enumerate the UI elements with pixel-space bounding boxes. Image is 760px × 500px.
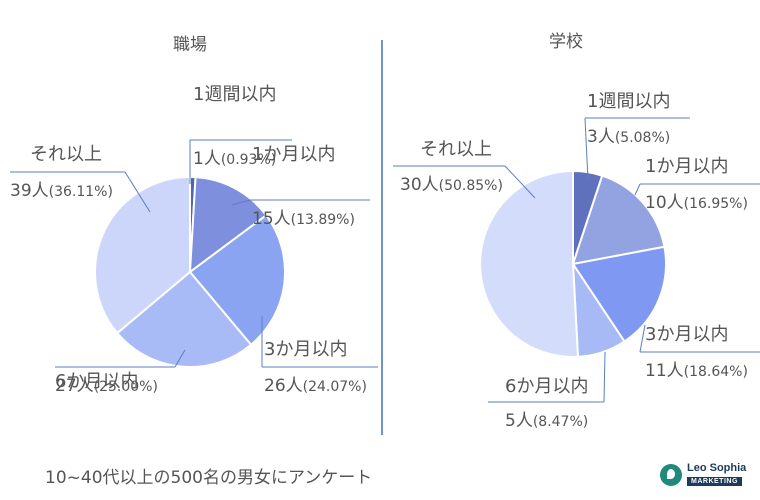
slice-value-1-1: 10人(16.95%) xyxy=(645,193,748,213)
slice-percent-1-0: (5.08%) xyxy=(615,130,670,146)
brand-logo: Leo Sophia MARKETING xyxy=(660,462,752,490)
slice-label-0-4: それ以上 xyxy=(30,144,102,165)
slice-label-1-3: 6か月以内 xyxy=(505,376,588,397)
slice-label-1-1: 1か月以内 xyxy=(645,156,728,177)
slice-percent-1-4: (50.85%) xyxy=(439,178,503,194)
slice-label-1-4: それ以上 xyxy=(420,139,492,160)
pie-slice-1-2 xyxy=(571,245,667,343)
leader-line-1-0 xyxy=(584,117,589,181)
pie-slice-0-4 xyxy=(94,175,191,335)
leader-line-0-3 xyxy=(174,349,186,368)
slice-percent-0-1: (13.89%) xyxy=(291,212,355,228)
leader-line-1-4 xyxy=(504,165,536,199)
slice-value-1-4: 30人(50.85%) xyxy=(400,175,503,195)
chart-divider xyxy=(381,40,383,435)
slice-count-1-1: 10人 xyxy=(645,193,684,213)
leader-line-1-2 xyxy=(639,324,646,353)
slice-count-0-3: 27人 xyxy=(55,376,94,396)
slice-percent-0-2: (24.07%) xyxy=(303,379,367,395)
slice-count-1-3: 5人 xyxy=(505,411,533,431)
chart-title-1: 学校 xyxy=(549,32,583,52)
slice-percent-0-3: (25.00%) xyxy=(94,379,158,395)
brand-logo-icon xyxy=(660,464,682,486)
slice-value-1-2: 11人(18.64%) xyxy=(645,361,748,381)
leader-line-1-3 xyxy=(603,351,606,403)
slice-count-1-2: 11人 xyxy=(645,361,684,381)
slice-label-0-0: 1週間以内 xyxy=(193,84,276,105)
leader-line-1-1 xyxy=(634,183,641,196)
slice-value-1-0: 3人(5.08%) xyxy=(587,127,670,147)
slice-percent-0-0: (0.93%) xyxy=(221,152,276,168)
leader-line-0-4 xyxy=(124,171,151,213)
slice-count-0-1: 15人 xyxy=(252,209,291,229)
slice-value-0-3: 27人(25.00%) xyxy=(55,376,158,396)
slice-value-0-0: 1人(0.93%) xyxy=(193,149,276,169)
slice-label-1-2: 3か月以内 xyxy=(645,324,728,345)
slice-percent-1-1: (16.95%) xyxy=(684,196,748,212)
pie-slice-0-3 xyxy=(115,270,253,368)
leader-line-0-1 xyxy=(231,199,251,206)
slice-percent-1-2: (18.64%) xyxy=(684,364,748,380)
brand-tag: MARKETING xyxy=(687,477,742,486)
slice-count-0-0: 1人 xyxy=(193,149,221,169)
slice-label-1-0: 1週間以内 xyxy=(587,91,670,112)
slice-label-0-1: 1か月以内 xyxy=(252,144,335,165)
slice-count-0-4: 39人 xyxy=(10,181,49,201)
chart-title-0: 職場 xyxy=(173,35,207,55)
slice-value-0-2: 26人(24.07%) xyxy=(264,376,367,396)
slice-percent-1-3: (8.47%) xyxy=(533,414,588,430)
slice-count-1-4: 30人 xyxy=(400,175,439,195)
slice-label-0-3: 6か月以内 xyxy=(55,371,138,392)
slice-label-0-2: 3か月以内 xyxy=(264,339,347,360)
brand-name: Leo Sophia xyxy=(687,462,747,474)
pie-slice-1-1 xyxy=(571,174,666,266)
footer-note: 10~40代以上の500名の男女にアンケート xyxy=(45,468,373,488)
pie-slice-0-2 xyxy=(188,213,286,347)
slice-count-1-0: 3人 xyxy=(587,127,615,147)
slice-value-0-1: 15人(13.89%) xyxy=(252,209,355,229)
pie-slice-1-4 xyxy=(479,169,580,358)
slice-value-1-3: 5人(8.47%) xyxy=(505,411,588,431)
slice-value-0-4: 39人(36.11%) xyxy=(10,181,113,201)
slice-count-0-2: 26人 xyxy=(264,376,303,396)
slice-percent-0-4: (36.11%) xyxy=(49,184,113,200)
